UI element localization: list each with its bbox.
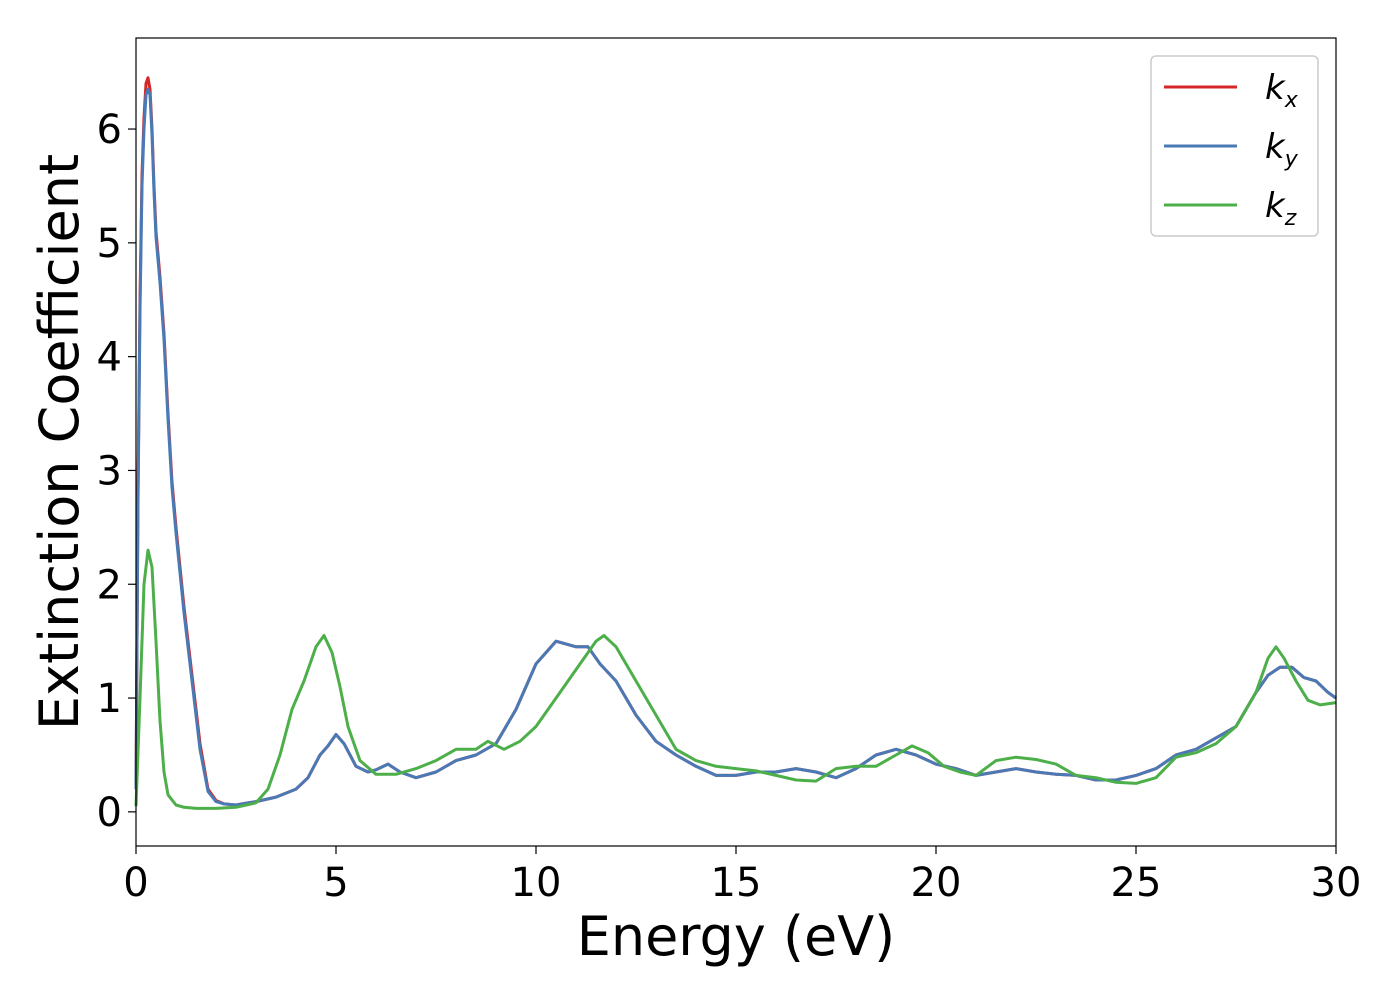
series-layer: [134, 76, 1337, 810]
legend: kx ky kz: [1150, 55, 1319, 237]
x-tick-label: 20: [911, 860, 962, 906]
y-tick-label: 1: [97, 676, 122, 722]
series-line-z: [134, 548, 1337, 810]
x-tick-label: 25: [1111, 860, 1162, 906]
legend-label-z: kz: [1265, 186, 1297, 231]
y-tick-label: 5: [97, 221, 122, 267]
x-axis-ticks: 0 5 10 15 20 25 30: [123, 846, 1361, 906]
x-tick-label: 30: [1311, 860, 1362, 906]
x-tick-label: 0: [123, 860, 148, 906]
x-tick-label: 15: [711, 860, 762, 906]
y-axis-ticks: 0 1 2 3 4 5 6: [97, 107, 136, 836]
legend-label-x: kx: [1265, 68, 1299, 113]
x-axis-title: Energy (eV): [577, 905, 896, 968]
y-tick-label: 0: [97, 790, 122, 836]
y-tick-label: 6: [97, 107, 122, 153]
y-tick-label: 2: [97, 562, 122, 608]
y-tick-label: 4: [97, 335, 122, 381]
legend-label-y: ky: [1265, 127, 1299, 172]
y-tick-label: 3: [97, 448, 122, 494]
y-axis-title: Extinction Coefficient: [28, 154, 91, 730]
x-tick-label: 10: [511, 860, 562, 906]
x-tick-label: 5: [323, 860, 348, 906]
